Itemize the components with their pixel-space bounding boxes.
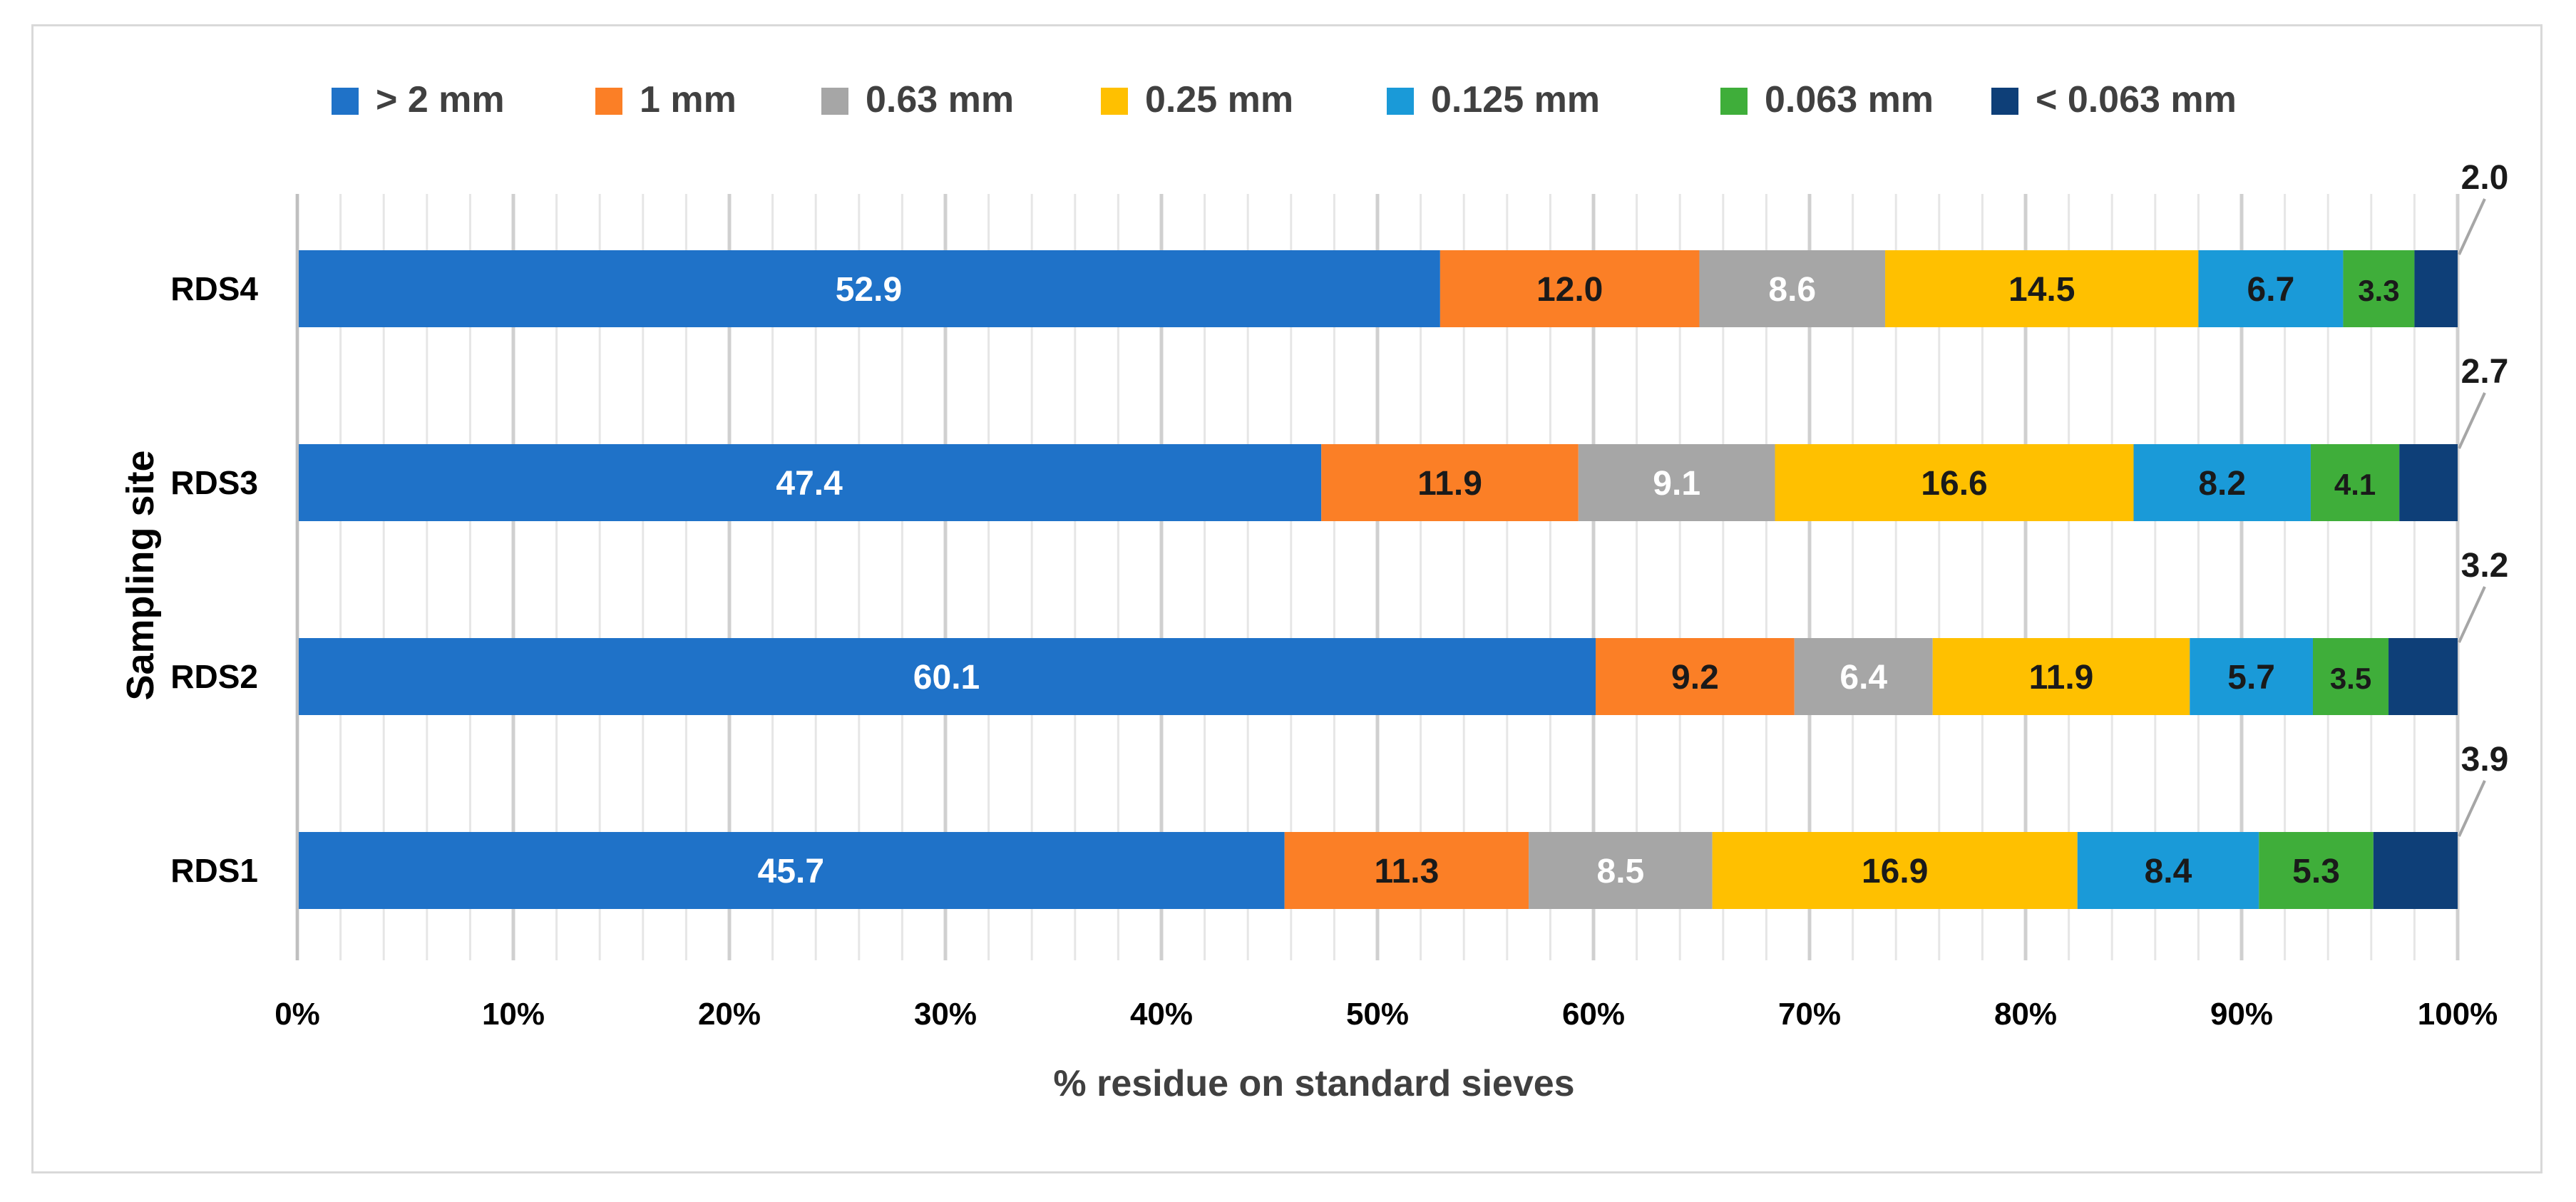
bar-segment bbox=[1440, 250, 1700, 327]
data-label: 4.1 bbox=[2334, 468, 2376, 501]
bar-segment bbox=[1794, 638, 1933, 715]
data-label: 45.7 bbox=[758, 853, 824, 890]
data-label: 8.6 bbox=[1768, 271, 1816, 309]
bar-segment bbox=[297, 250, 1440, 327]
category-label: RDS4 bbox=[170, 270, 258, 307]
legend-label: 0.25 mm bbox=[1145, 79, 1293, 120]
y-axis-title: Sampling site bbox=[119, 450, 162, 700]
legend-swatch bbox=[1991, 88, 2018, 115]
bars: 52.9 12.0 8.6 14.5 6.7 3.3 2.0 47.4 11.9 9.1 16.6 8… bbox=[297, 159, 2508, 909]
leader-line bbox=[2458, 198, 2486, 255]
bar-segment bbox=[1932, 638, 2190, 715]
x-tick-label: 10% bbox=[482, 997, 545, 1032]
data-label: 16.6 bbox=[1921, 465, 1987, 503]
bar-segment bbox=[1885, 250, 2199, 327]
stacked-bar-chart: 52.9 12.0 8.6 14.5 6.7 3.3 2.0 47.4 11.9 9.1 16.6 8… bbox=[119, 79, 2508, 1104]
bar-segment bbox=[2133, 444, 2311, 521]
bar-segment bbox=[2399, 444, 2458, 521]
data-label: 9.2 bbox=[1671, 659, 1719, 697]
data-label: 3.5 bbox=[2330, 662, 2371, 695]
data-label: 8.2 bbox=[2198, 465, 2246, 503]
x-tick-label: 70% bbox=[1778, 997, 1841, 1032]
x-tick-label: 30% bbox=[914, 997, 977, 1032]
bar-segment bbox=[1775, 444, 2134, 521]
bar-segment bbox=[1596, 638, 1795, 715]
leader-line bbox=[2458, 780, 2486, 837]
x-tick-label: 20% bbox=[698, 997, 761, 1032]
bar-segment bbox=[1712, 832, 2078, 909]
data-label: 9.1 bbox=[1653, 465, 1700, 503]
chart-frame: 52.9 12.0 8.6 14.5 6.7 3.3 2.0 47.4 11.9 9.1 16.6 8… bbox=[31, 24, 2542, 1173]
bar-segment bbox=[1321, 444, 1579, 521]
data-label: 2.0 bbox=[2461, 159, 2509, 197]
legend-swatch bbox=[332, 88, 359, 115]
x-tick-label: 60% bbox=[1562, 997, 1625, 1032]
bar-segment bbox=[2312, 638, 2389, 715]
data-label: 5.3 bbox=[2292, 853, 2340, 890]
legend-label: 0.125 mm bbox=[1431, 79, 1600, 120]
legend-label: > 2 mm bbox=[376, 79, 505, 120]
bar-segment bbox=[2310, 444, 2400, 521]
legend: > 2 mm 1 mm 0.63 mm 0.25 mm 0.125 mm 0.063 mm… bbox=[332, 79, 2237, 120]
data-label: 3.9 bbox=[2461, 741, 2509, 779]
bar-segment bbox=[1578, 444, 1775, 521]
legend-label: 1 mm bbox=[640, 79, 737, 120]
x-tick-label: 80% bbox=[1994, 997, 2057, 1032]
data-label: 12.0 bbox=[1536, 271, 1603, 309]
data-label: 5.7 bbox=[2227, 659, 2275, 697]
data-label: 6.4 bbox=[1839, 659, 1887, 697]
x-tick-label: 90% bbox=[2210, 997, 2273, 1032]
bar-segment bbox=[297, 444, 1322, 521]
legend-swatch bbox=[595, 88, 622, 115]
x-tick-label: 100% bbox=[2418, 997, 2498, 1032]
legend-label: 0.63 mm bbox=[866, 79, 1014, 120]
x-tick-label: 40% bbox=[1130, 997, 1193, 1032]
leader-line bbox=[2458, 392, 2486, 449]
legend-swatch bbox=[1387, 88, 1414, 115]
legend-swatch bbox=[1101, 88, 1128, 115]
data-label: 6.7 bbox=[2247, 271, 2295, 309]
data-label: 16.9 bbox=[1862, 853, 1928, 890]
data-label: 11.3 bbox=[1375, 853, 1440, 890]
leader-line bbox=[2458, 586, 2486, 643]
bar-segment bbox=[297, 638, 1596, 715]
bar-segment bbox=[1529, 832, 1713, 909]
bar-segment bbox=[2388, 638, 2458, 715]
bar-segment bbox=[2414, 250, 2458, 327]
data-label: 8.4 bbox=[2145, 853, 2192, 890]
data-label: 3.2 bbox=[2461, 547, 2509, 585]
bar-segment bbox=[2190, 638, 2313, 715]
bar-segment bbox=[1284, 832, 1529, 909]
legend-label: < 0.063 mm bbox=[2036, 79, 2237, 120]
x-axis-title: % residue on standard sieves bbox=[1053, 1063, 1574, 1104]
data-label: 11.9 bbox=[2029, 659, 2094, 697]
data-label: 3.3 bbox=[2358, 274, 2399, 307]
data-label: 2.7 bbox=[2461, 353, 2509, 391]
bar-segment bbox=[2077, 832, 2259, 909]
x-tick-label: 50% bbox=[1346, 997, 1409, 1032]
data-label: 60.1 bbox=[913, 659, 980, 697]
bar-segment bbox=[2373, 832, 2458, 909]
bar-segment bbox=[297, 832, 1285, 909]
data-label: 8.5 bbox=[1597, 853, 1645, 890]
category-label: RDS1 bbox=[170, 852, 258, 889]
data-label: 14.5 bbox=[2008, 271, 2075, 309]
bar-segment bbox=[1699, 250, 1886, 327]
category-label: RDS3 bbox=[170, 464, 258, 501]
bar-segment bbox=[2198, 250, 2344, 327]
bar-segment bbox=[2343, 250, 2415, 327]
legend-label: 0.063 mm bbox=[1765, 79, 1934, 120]
legend-swatch bbox=[1720, 88, 1748, 115]
x-tick-label: 0% bbox=[274, 997, 320, 1032]
category-label: RDS2 bbox=[170, 658, 258, 695]
data-label: 47.4 bbox=[776, 465, 843, 503]
bar-segment bbox=[2259, 832, 2374, 909]
legend-swatch bbox=[821, 88, 848, 115]
data-label: 52.9 bbox=[836, 271, 902, 309]
data-label: 11.9 bbox=[1417, 465, 1482, 503]
axes: 0% 10% 20% 30% 40% 50% 60% 70% 80% 90% 100% RDS4 RDS… bbox=[170, 194, 2498, 1032]
